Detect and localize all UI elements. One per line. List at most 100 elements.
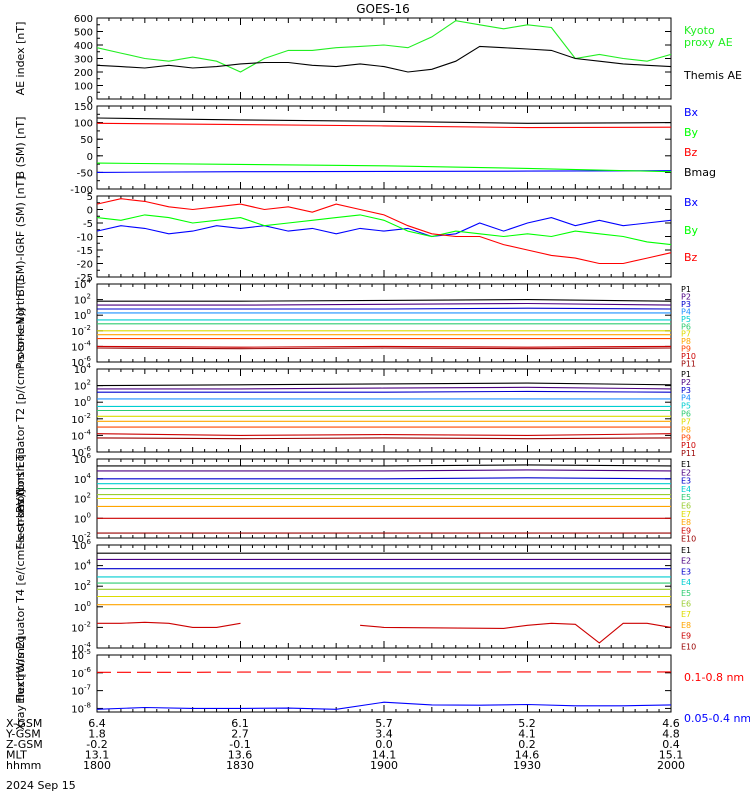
legend-entry: Bz — [684, 146, 698, 159]
footer-row-label: Y-GSM — [5, 728, 41, 741]
panel-ylabel: B (SM) [nT] — [14, 117, 27, 179]
series-e2 — [97, 469, 672, 472]
legend-entry: P3 — [681, 386, 691, 395]
ytick-label: 10-8 — [71, 701, 91, 715]
legend-entry: E2 — [681, 557, 691, 566]
panel-ylabel: B (SM)-IGRF (SM) [nT] — [14, 176, 27, 296]
ytick-label: -20 — [77, 260, 93, 271]
ytick-label: 102 — [74, 379, 91, 393]
footer-value: 0.0 — [375, 738, 393, 751]
legend-entry: 0.05-0.4 nm — [684, 712, 750, 725]
ytick-label: 10-7 — [71, 684, 91, 698]
series-bz — [96, 198, 672, 265]
panel-ylabel: Electrons North T3 — [14, 447, 27, 549]
ytick-label: 104 — [74, 472, 92, 486]
ytick-label: 104 — [74, 362, 92, 376]
legend-entry: P5 — [681, 402, 691, 411]
ytick-label: 106 — [74, 452, 92, 466]
ytick-label: 200 — [74, 68, 93, 79]
legend-entry: P8 — [681, 337, 691, 346]
legend-entry: P6 — [681, 322, 691, 331]
footer-row-label: MLT — [6, 749, 27, 762]
footer-value: 13.1 — [85, 749, 110, 762]
ytick-label: -100 — [70, 185, 93, 196]
ytick-label: 100 — [74, 82, 93, 93]
legend-entry: By — [684, 224, 699, 237]
panel-ylabel: Xray flux [W/m2] — [14, 637, 27, 731]
series-e3 — [97, 477, 672, 480]
legend-entry: E1 — [681, 460, 691, 469]
ytick-label: 100 — [74, 308, 91, 322]
footer-value: 1800 — [83, 759, 111, 772]
ytick-label: 102 — [74, 293, 91, 307]
footer-value: 2000 — [657, 759, 685, 772]
footer-value: 6.4 — [88, 717, 106, 730]
series-by — [96, 162, 672, 173]
footer-row-label: hhmm — [6, 759, 41, 772]
legend-entry: E9 — [681, 632, 691, 641]
ytick-label: 106 — [74, 538, 92, 552]
footer-value: 0.4 — [662, 738, 680, 751]
footer-value: -0.1 — [229, 738, 250, 751]
legend-entry: P9 — [681, 345, 691, 354]
ytick-label: 10-5 — [71, 648, 91, 662]
legend-entry: proxy AE — [684, 36, 733, 49]
legend-entry: By — [684, 126, 699, 139]
legend-entry: Themis AE — [683, 69, 742, 82]
footer-value: 1900 — [370, 759, 398, 772]
footer-value: 5.7 — [375, 717, 393, 730]
footer-value: 1830 — [226, 759, 254, 772]
footer-row-label: Z-GSM — [6, 738, 43, 751]
legend-entry: P1 — [681, 285, 691, 294]
series-bmag — [96, 117, 672, 124]
ytick-label: 0 — [87, 95, 93, 106]
series-themis-ae — [96, 45, 672, 73]
ytick-label: 50 — [80, 135, 93, 146]
legend-entry: P7 — [681, 330, 691, 339]
legend-entry: Bz — [684, 251, 698, 264]
legend-entry: E4 — [681, 485, 691, 494]
panel-ylabel: AE index [nT] — [14, 22, 27, 96]
legend-entry: Bx — [684, 106, 699, 119]
footer-value: 6.1 — [231, 717, 249, 730]
ytick-label: 300 — [74, 55, 93, 66]
date-label: 2024 Sep 15 — [6, 779, 76, 792]
panel-frame — [96, 105, 672, 190]
footer-value: 4.8 — [662, 728, 680, 741]
series-p11 — [96, 437, 672, 440]
ytick-label: -15 — [77, 246, 93, 257]
ytick-label: 102 — [74, 492, 91, 506]
footer-value: 2.7 — [231, 728, 249, 741]
panel-frame — [96, 654, 672, 713]
legend-entry: P2 — [681, 378, 691, 387]
ytick-label: -50 — [77, 168, 93, 179]
ytick-label: -5 — [83, 219, 93, 230]
legend-entry: E3 — [681, 477, 691, 486]
series-p2 — [97, 302, 672, 306]
footer-row-label: X-GSM — [6, 717, 42, 730]
footer-value: -0.2 — [86, 738, 107, 751]
legend-entry: E7 — [681, 610, 691, 619]
ytick-label: 10-6 — [71, 355, 91, 369]
ytick-label: 10-6 — [71, 445, 91, 459]
legend-entry: E5 — [681, 493, 691, 502]
series-kyoto-proxy-ae — [96, 20, 672, 73]
footer-value: 13.6 — [228, 749, 253, 762]
series-p2 — [97, 386, 672, 390]
panel-frame — [96, 283, 672, 363]
footer-value: 15.1 — [659, 749, 684, 762]
footer-value: 1.8 — [88, 728, 106, 741]
ytick-label: 5 — [87, 192, 93, 203]
ytick-label: 150 — [74, 102, 93, 113]
panel-db: -25 -20 -15 -10 -5 0 5 B (SM)-IGRF (SM) [nT] Bx B… — [14, 176, 699, 296]
legend-entry: P9 — [681, 433, 691, 442]
legend-entry: Bmag — [684, 166, 716, 179]
legend-entry: P6 — [681, 410, 691, 419]
ytick-label: 100 — [74, 511, 91, 525]
legend-entry: P8 — [681, 425, 691, 434]
legend-entry: E8 — [681, 518, 691, 527]
legend-entry: E8 — [681, 621, 691, 630]
legend-entry: E1 — [681, 546, 691, 555]
